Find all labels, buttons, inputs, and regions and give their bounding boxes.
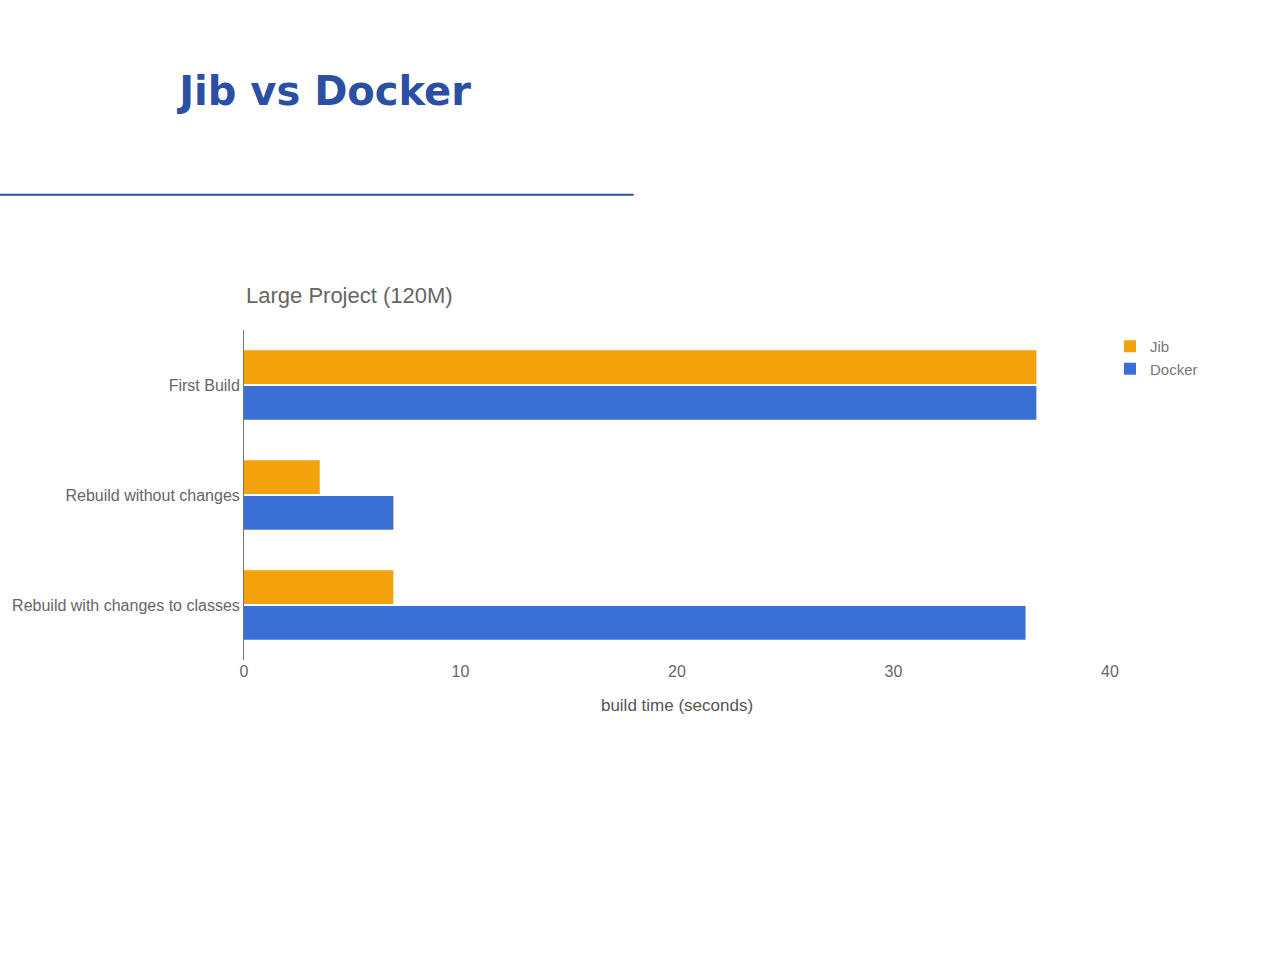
svg-text:build time (seconds): build time (seconds) (601, 696, 753, 715)
svg-text:0: 0 (240, 663, 249, 680)
svg-text:Jib vs Docker: Jib vs Docker (176, 68, 471, 114)
svg-text:Docker: Docker (1150, 361, 1198, 378)
svg-text:10: 10 (452, 663, 470, 680)
svg-text:Jib: Jib (1150, 338, 1169, 355)
svg-text:30: 30 (885, 663, 903, 680)
svg-text:Rebuild with changes to classe: Rebuild with changes to classes (12, 597, 240, 614)
svg-text:20: 20 (668, 663, 686, 680)
svg-text:First Build: First Build (169, 377, 240, 394)
svg-text:40: 40 (1101, 663, 1119, 680)
svg-text:Large Project (120M): Large Project (120M) (246, 283, 453, 308)
svg-text:Rebuild without changes: Rebuild without changes (65, 487, 239, 504)
